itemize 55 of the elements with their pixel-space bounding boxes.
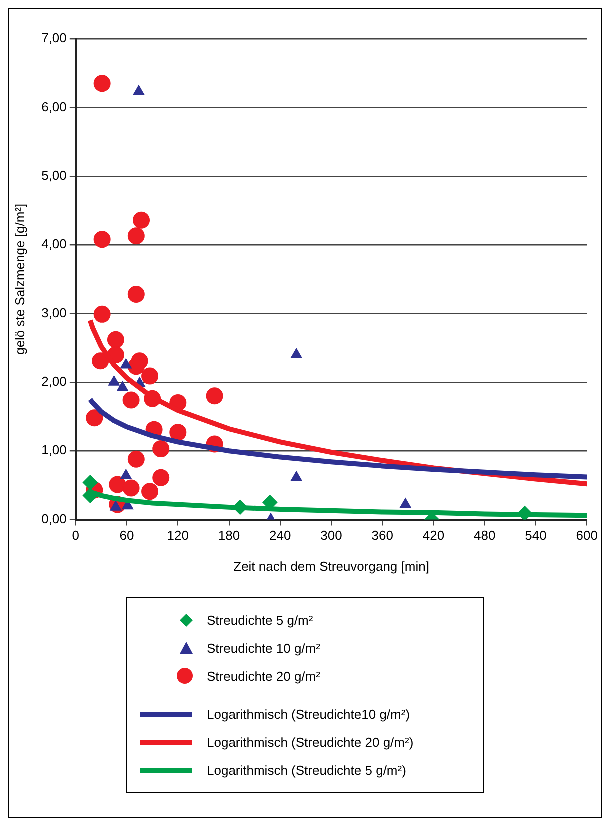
x-tick-label: 0 [72, 528, 80, 544]
point [128, 358, 145, 376]
x-tick-label: 600 [576, 528, 598, 544]
point [142, 483, 159, 500]
x-tick-label: 60 [120, 528, 134, 544]
y-tick-label: 5,00 [42, 168, 67, 183]
x-tick-label: 420 [422, 528, 445, 544]
x-tick-label: 120 [167, 528, 190, 544]
legend-label: Streudichte 20 g/m² [207, 668, 320, 684]
y-tick-label: 3,00 [42, 305, 67, 320]
point [290, 348, 302, 358]
point [82, 475, 98, 490]
point [94, 231, 111, 248]
point [92, 352, 110, 370]
point [108, 376, 120, 386]
point [128, 228, 145, 245]
point [290, 471, 302, 482]
x-tick-label: 240 [270, 528, 292, 544]
x-tick-label: 180 [218, 528, 240, 544]
point [109, 476, 126, 494]
legend-label: Logarithmisch (Streudichte 20 g/m²) [207, 734, 414, 750]
point [94, 75, 111, 92]
y-tick-label: 1,00 [42, 442, 67, 458]
x-tick-label: 360 [372, 528, 394, 544]
y-tick-label: 4,00 [42, 236, 67, 252]
legend-label: Streudichte 10 g/m² [207, 640, 320, 656]
x-tick-label: 480 [474, 528, 496, 544]
point [128, 450, 145, 468]
legend-label: Streudichte 5 g/m² [207, 612, 314, 628]
point [170, 424, 187, 442]
point [117, 381, 128, 392]
y-tick-label: 0,00 [42, 511, 67, 526]
point [120, 358, 132, 369]
y-axis-title: gelö ste Salzmenge [g/m²] [12, 204, 28, 355]
point [142, 368, 159, 385]
point [400, 498, 412, 508]
point [128, 286, 145, 304]
point [122, 480, 140, 497]
y-tick-label: 2,00 [42, 374, 67, 390]
point [152, 469, 170, 486]
point [86, 410, 104, 427]
legend-label: Logarithmisch (Streudichte10 g/m²) [207, 706, 410, 722]
y-tick-label: 6,00 [42, 99, 67, 114]
point [120, 469, 132, 480]
x-tick-label: 300 [320, 528, 342, 544]
y-tick-label: 7,00 [42, 30, 67, 46]
point [133, 212, 150, 229]
legend-label: Logarithmisch (Streudichte 5 g/m²) [207, 762, 406, 778]
point [94, 306, 111, 323]
point [122, 392, 140, 409]
point [107, 331, 124, 348]
point [152, 440, 170, 458]
point [206, 388, 224, 405]
x-axis-title: Zeit nach dem Streuvorgang [min] [234, 558, 430, 574]
x-tick-label: 540 [525, 528, 547, 544]
